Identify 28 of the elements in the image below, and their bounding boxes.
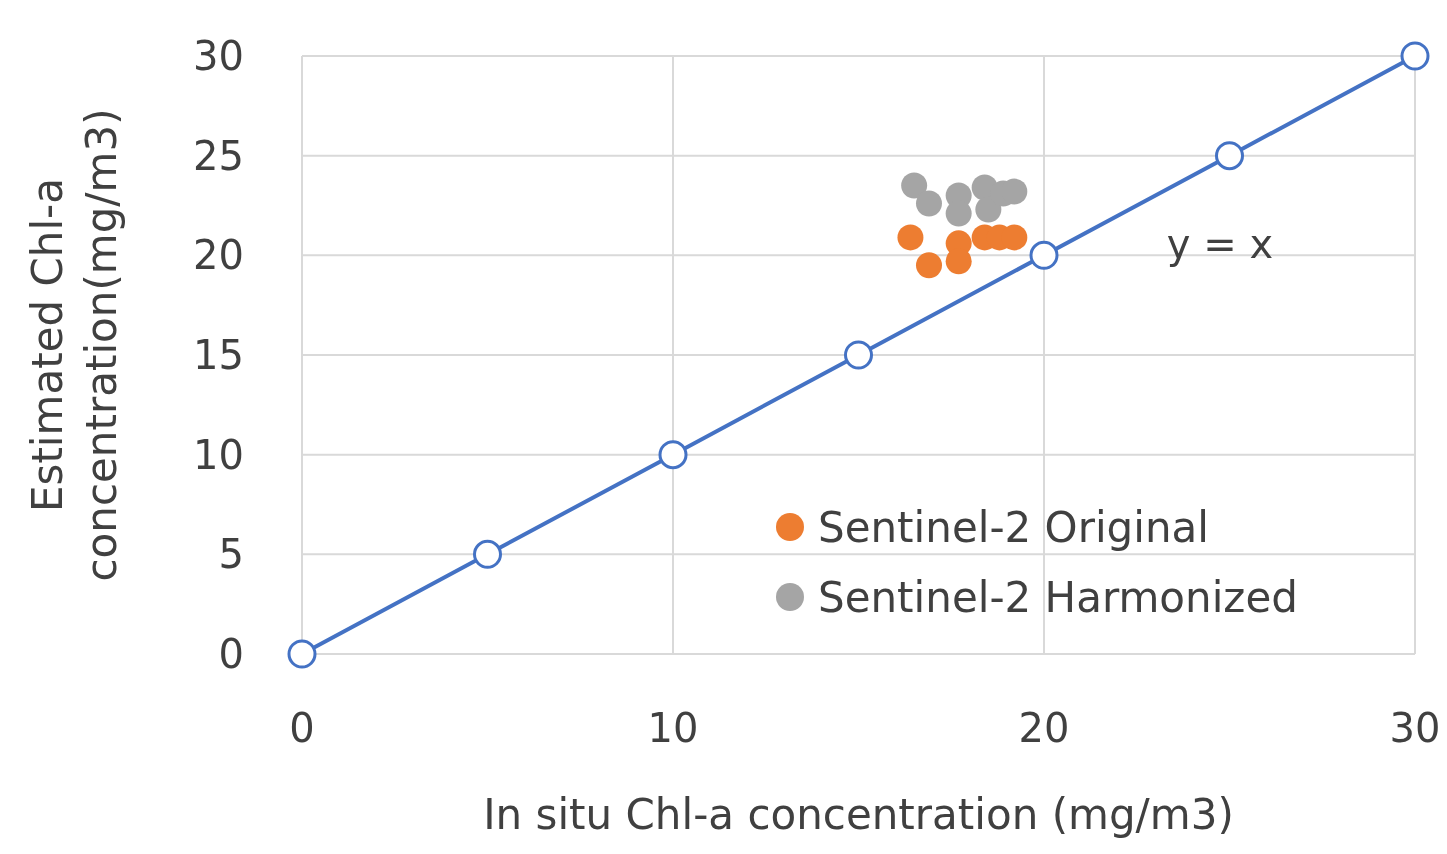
x-tick-label: 0: [289, 705, 315, 751]
point: [658, 440, 688, 470]
y-tick-label: 30: [193, 33, 244, 79]
x-axis-title: In situ Chl-a concentration (mg/m3): [483, 790, 1234, 839]
point: [901, 172, 928, 199]
y-tick-label: 0: [218, 631, 244, 677]
legend-label: Sentinel-2 Harmonized: [818, 572, 1298, 622]
point: [1400, 41, 1430, 71]
point: [1215, 141, 1244, 171]
y-axis-title: Estimated Chl-a concentration(mg/m3): [23, 108, 126, 582]
y-tick-label: 5: [218, 531, 244, 578]
point: [975, 196, 1002, 223]
y-tick-label: 20: [193, 232, 244, 279]
x-tick-label: 20: [1018, 705, 1070, 751]
y-tick-label: 15: [193, 332, 244, 378]
y-tick-label: 25: [193, 132, 244, 179]
x-tick-label: 30: [1389, 705, 1441, 751]
y-tick-label: 10: [193, 431, 244, 478]
point: [287, 639, 317, 669]
annotation: y = x: [1166, 221, 1274, 267]
point: [1029, 240, 1059, 270]
point: [844, 340, 873, 370]
point: [915, 190, 942, 217]
point: [473, 539, 502, 569]
point: [915, 252, 942, 279]
point: [897, 224, 924, 251]
legend-label: Sentinel-2 Original: [818, 502, 1209, 552]
x-tick-label: 10: [647, 705, 699, 751]
